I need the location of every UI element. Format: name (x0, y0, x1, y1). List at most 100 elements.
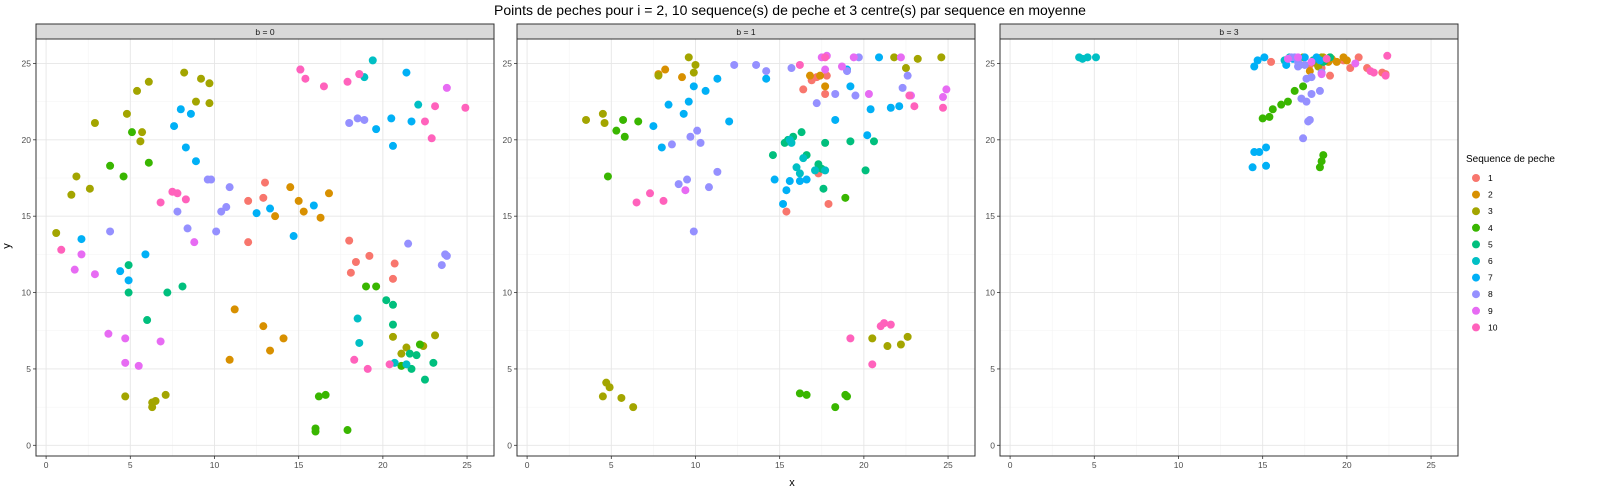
facet-strip-label: b = 1 (736, 27, 755, 37)
x-tick-label: 10 (1174, 460, 1184, 470)
data-point (792, 163, 801, 172)
data-point (141, 250, 150, 259)
data-point (294, 196, 303, 205)
data-point (657, 143, 666, 152)
legend-key (1472, 207, 1480, 216)
data-point (812, 99, 821, 108)
data-point (388, 274, 397, 283)
data-point (437, 261, 446, 270)
data-point (225, 355, 234, 364)
data-point (279, 334, 288, 343)
data-point (222, 203, 231, 212)
data-point (598, 392, 607, 401)
data-point (156, 337, 165, 346)
y-axis-title: y (1, 243, 13, 249)
data-point (684, 53, 693, 62)
data-point (144, 77, 153, 86)
data-point (309, 201, 318, 210)
data-point (841, 390, 850, 399)
data-point (190, 238, 199, 247)
legend: Sequence de peche 1 2 3 4 5 6 7 8 9 10 (1466, 154, 1555, 332)
data-point (890, 53, 899, 62)
data-point (896, 340, 905, 349)
facet-strip-label: b = 0 (255, 27, 274, 37)
data-point (405, 349, 414, 358)
data-point (811, 166, 820, 175)
x-tick-label: 25 (1426, 460, 1436, 470)
data-point (345, 236, 354, 245)
x-tick-label: 20 (1342, 460, 1352, 470)
data-point (148, 403, 157, 412)
data-point (782, 207, 791, 216)
data-point (1300, 60, 1309, 69)
data-point (173, 189, 182, 198)
data-point (225, 183, 234, 192)
legend-label: 9 (1488, 306, 1493, 316)
data-point (704, 183, 713, 192)
data-point (1268, 105, 1277, 114)
x-tick-label: 25 (462, 460, 472, 470)
data-point (752, 60, 761, 69)
data-point (1342, 56, 1351, 65)
data-point (1319, 151, 1328, 160)
x-tick-label: 5 (609, 460, 614, 470)
data-point (1305, 67, 1314, 76)
legend-key (1472, 240, 1480, 249)
data-point (346, 268, 355, 277)
data-point (725, 117, 734, 126)
x-tick-label: 25 (943, 460, 953, 470)
data-point (345, 119, 354, 128)
data-point (1283, 97, 1292, 106)
data-point (121, 334, 130, 343)
data-point (693, 126, 702, 135)
data-point (67, 190, 76, 199)
data-point (795, 60, 804, 69)
data-point (1381, 71, 1390, 80)
data-point (119, 172, 128, 181)
data-point (1307, 57, 1316, 66)
data-point (85, 184, 94, 193)
data-point (1283, 54, 1292, 63)
x-tick-label: 20 (859, 460, 869, 470)
data-point (619, 115, 628, 124)
data-point (1317, 70, 1326, 79)
data-point (896, 53, 905, 62)
data-point (106, 161, 115, 170)
data-point (387, 114, 396, 123)
data-point (605, 383, 614, 392)
data-point (368, 56, 377, 65)
data-point (144, 158, 153, 167)
data-point (372, 125, 381, 134)
y-tick-label: 0 (26, 440, 31, 450)
x-tick-label: 0 (44, 460, 49, 470)
data-point (311, 427, 320, 436)
data-point (385, 360, 394, 369)
x-axis-title: x (789, 477, 795, 489)
data-point (1260, 53, 1269, 62)
data-point (785, 177, 794, 186)
data-point (104, 329, 113, 338)
legend-key (1472, 273, 1480, 282)
data-point (1332, 57, 1341, 66)
data-point (404, 239, 413, 248)
y-tick-label: 25 (22, 58, 32, 68)
data-point (713, 74, 722, 83)
data-point (1255, 148, 1264, 157)
data-point (388, 332, 397, 341)
data-point (124, 261, 133, 270)
data-point (205, 99, 214, 108)
data-point (696, 138, 705, 147)
data-point (1258, 114, 1267, 123)
data-point (846, 82, 855, 91)
data-point (252, 209, 261, 218)
data-point (116, 267, 125, 276)
data-point (355, 70, 364, 79)
data-point (910, 102, 919, 111)
facet-panel: b = 3 0 5 10 15 20 25 0 5 10 15 20 25 (986, 23, 1459, 470)
data-point (271, 212, 280, 221)
data-point (667, 140, 676, 149)
data-point (1262, 161, 1271, 170)
data-point (903, 71, 912, 80)
data-point (365, 251, 374, 260)
data-point (821, 138, 830, 147)
